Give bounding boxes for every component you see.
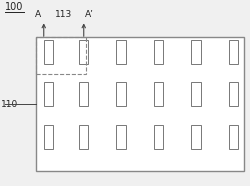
Bar <box>79 82 88 106</box>
Text: A’: A’ <box>85 10 94 19</box>
Bar <box>229 125 238 149</box>
Bar <box>191 82 201 106</box>
Bar <box>154 82 163 106</box>
Bar <box>44 125 53 149</box>
Bar <box>116 125 126 149</box>
Bar <box>154 40 163 64</box>
Text: 113: 113 <box>55 10 72 19</box>
Text: A: A <box>34 10 40 19</box>
Text: 110: 110 <box>1 100 18 109</box>
Bar <box>44 40 53 64</box>
Bar <box>79 125 88 149</box>
Text: 100: 100 <box>5 2 24 12</box>
Bar <box>36 37 86 74</box>
Bar <box>36 37 244 171</box>
Bar <box>79 40 88 64</box>
Bar <box>44 82 53 106</box>
Bar <box>229 40 238 64</box>
Bar <box>229 82 238 106</box>
Bar <box>154 125 163 149</box>
Bar <box>191 125 201 149</box>
Bar <box>191 40 201 64</box>
Bar <box>116 82 126 106</box>
Bar <box>116 40 126 64</box>
